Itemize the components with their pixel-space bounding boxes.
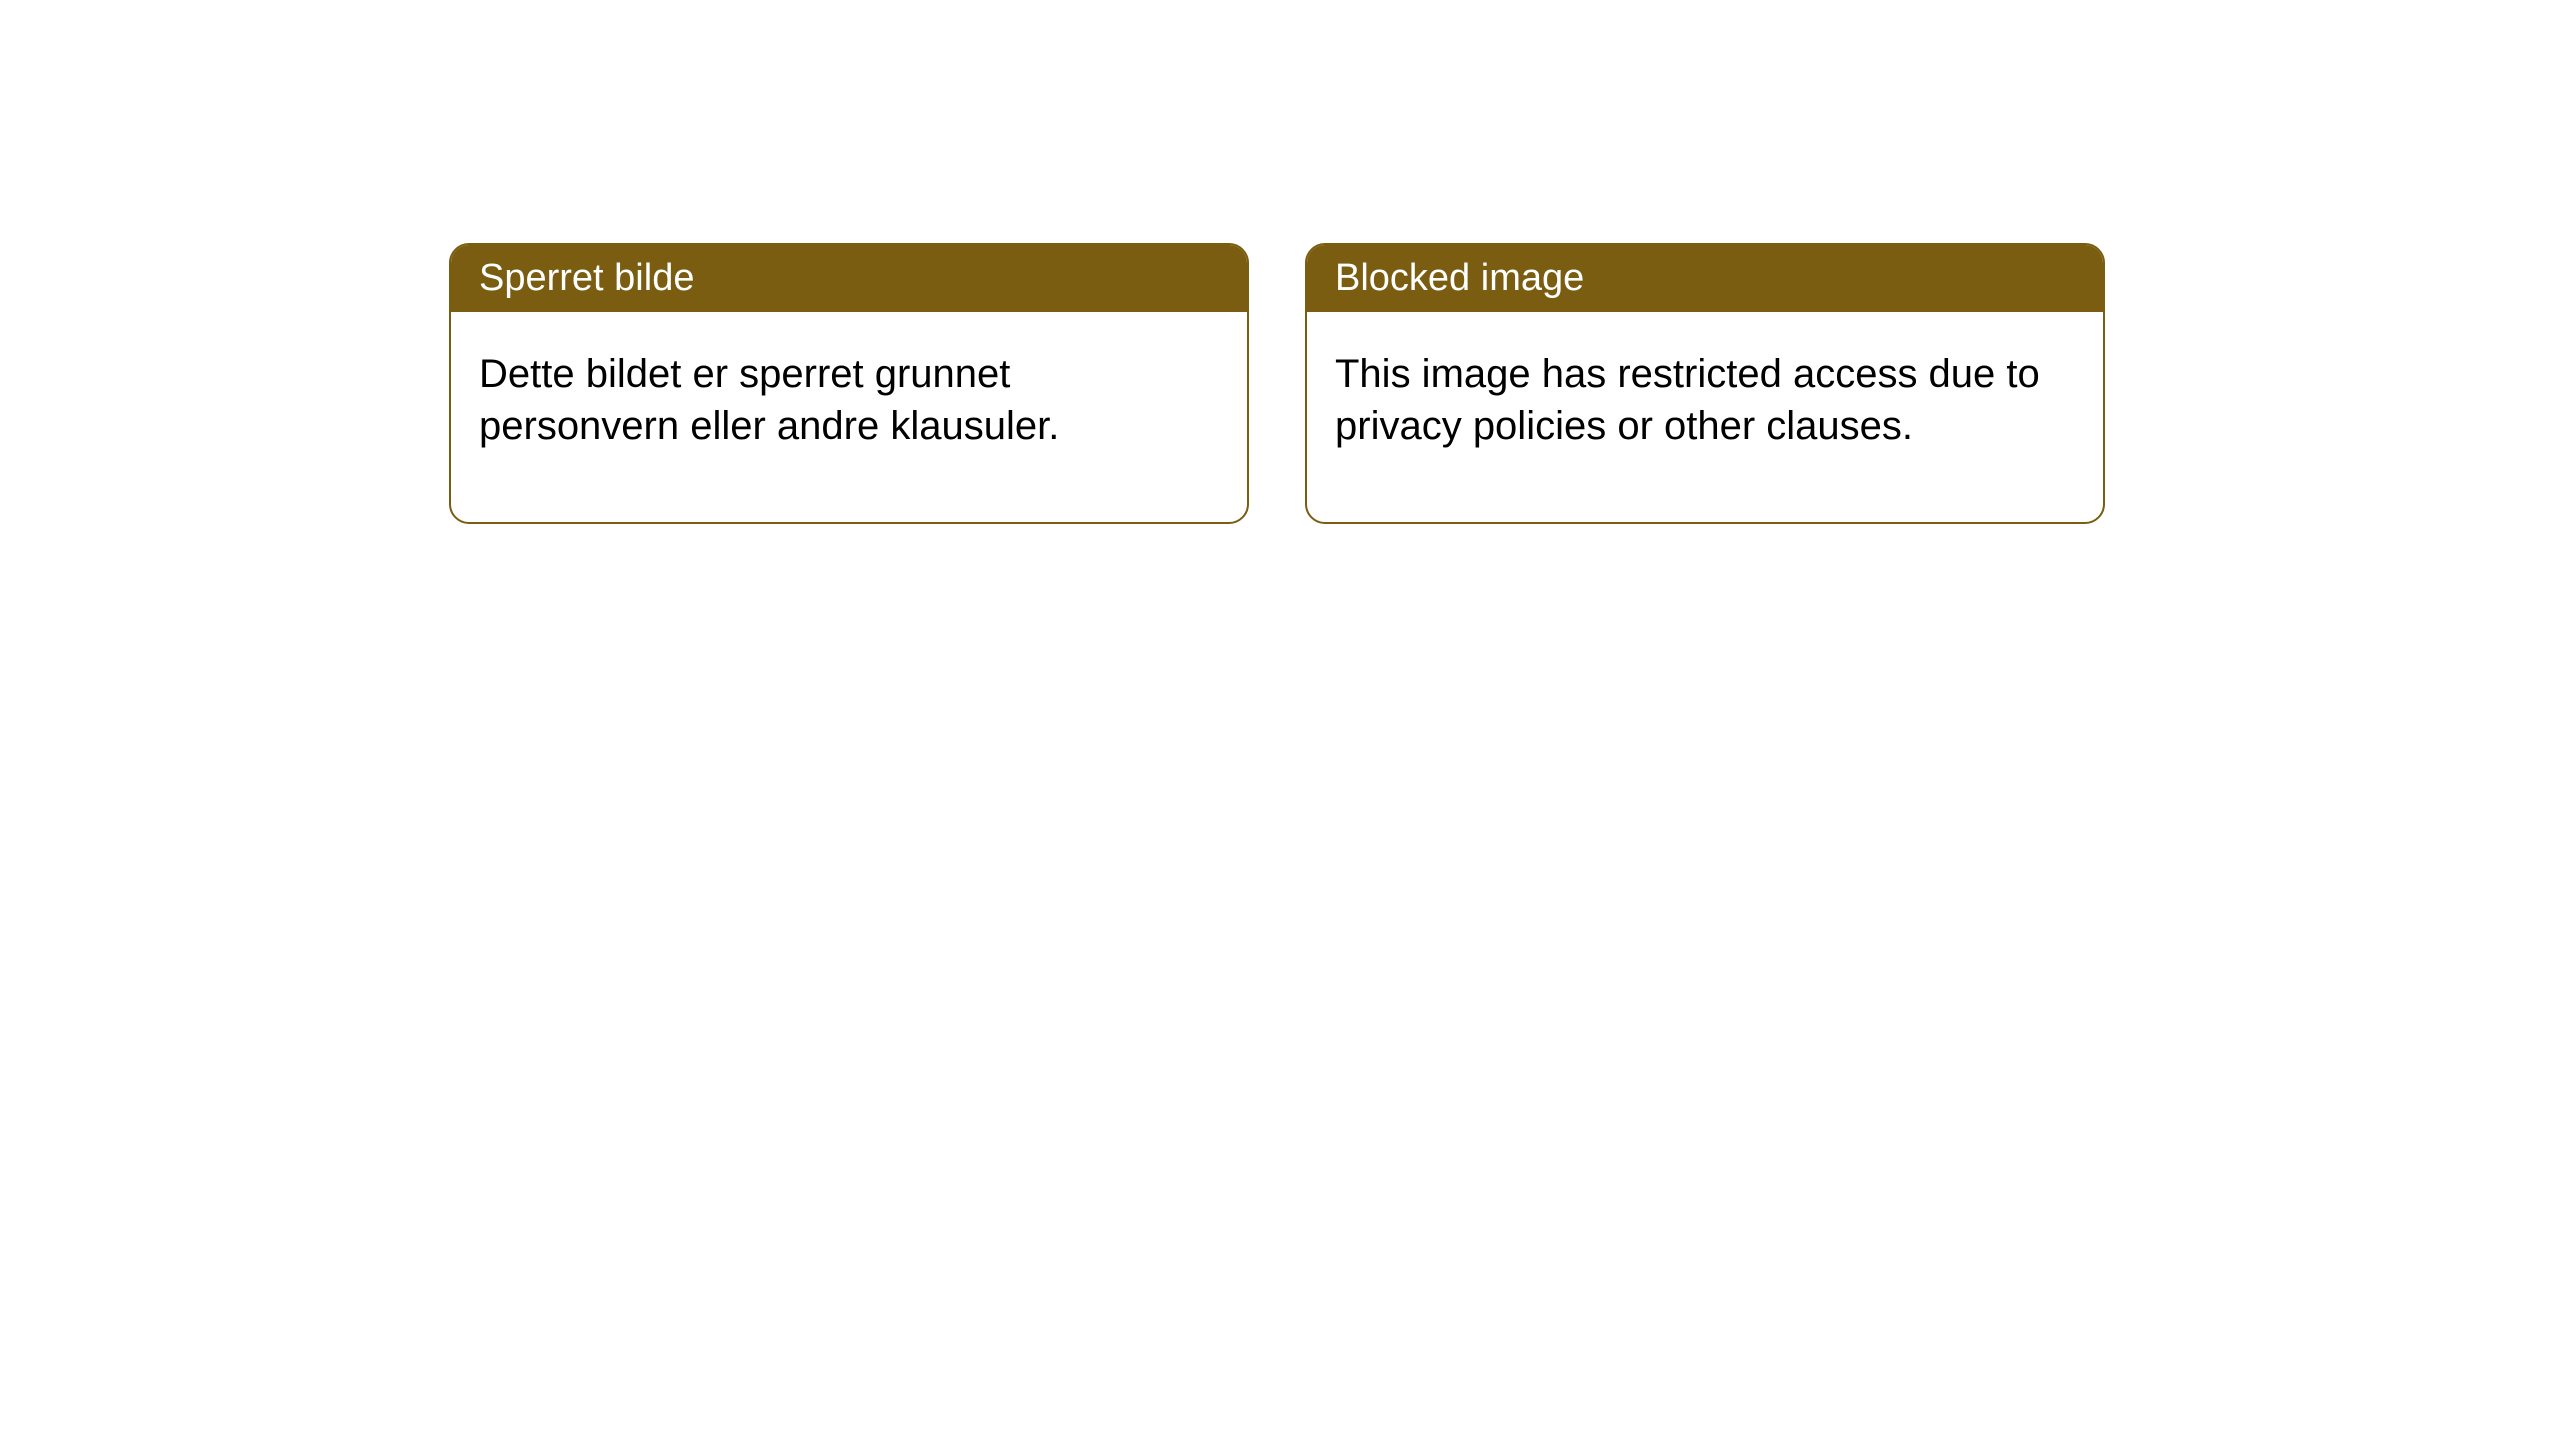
card-body-text: Dette bildet er sperret grunnet personve…	[479, 352, 1059, 448]
notice-cards-container: Sperret bilde Dette bildet er sperret gr…	[449, 243, 2105, 524]
card-body-text: This image has restricted access due to …	[1335, 352, 2040, 448]
card-body: Dette bildet er sperret grunnet personve…	[451, 312, 1247, 522]
card-title: Sperret bilde	[479, 257, 694, 299]
notice-card-norwegian: Sperret bilde Dette bildet er sperret gr…	[449, 243, 1249, 524]
card-body: This image has restricted access due to …	[1307, 312, 2103, 522]
card-header: Blocked image	[1307, 245, 2103, 312]
card-header: Sperret bilde	[451, 245, 1247, 312]
card-title: Blocked image	[1335, 257, 1584, 299]
notice-card-english: Blocked image This image has restricted …	[1305, 243, 2105, 524]
